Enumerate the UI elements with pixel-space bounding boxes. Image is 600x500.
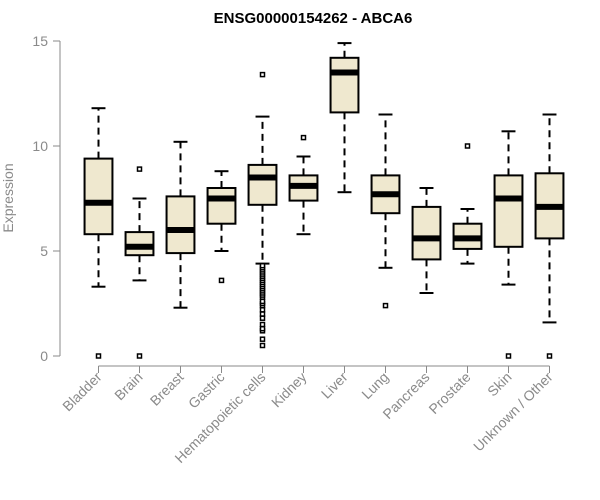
box-group — [206, 170, 237, 284]
outlier-point — [259, 311, 266, 317]
y-tick-label: 10 — [32, 138, 48, 154]
box-body — [247, 163, 278, 206]
y-tick-label: 0 — [40, 348, 48, 364]
box-group — [534, 113, 565, 359]
y-tick-label: 5 — [40, 243, 48, 259]
box-group — [124, 166, 155, 359]
outlier-point — [95, 353, 102, 359]
outlier-point — [505, 353, 512, 359]
box-body — [411, 205, 442, 261]
y-axis-label: Expression — [0, 163, 16, 232]
outlier-point — [136, 353, 143, 359]
box-body — [493, 174, 524, 248]
box-group — [329, 42, 360, 194]
outlier-point — [218, 277, 225, 284]
box-body — [206, 187, 237, 225]
x-tick-label: Bladder — [59, 369, 105, 415]
y-axis: 0 5 10 15 — [32, 33, 61, 364]
outlier-point — [259, 342, 266, 349]
box-series — [83, 42, 565, 359]
outlier-point — [464, 143, 471, 149]
x-tick-label: Liver — [318, 369, 351, 402]
x-tick-label: Kidney — [268, 369, 310, 411]
outlier-point — [382, 302, 389, 309]
box-body — [124, 231, 155, 257]
box-group — [493, 130, 524, 359]
outlier-point — [259, 307, 266, 313]
outlier-point — [259, 298, 266, 305]
box-group — [370, 113, 401, 309]
outlier-point — [259, 71, 266, 78]
box-group — [83, 107, 114, 359]
x-tick-label: Skin — [484, 369, 515, 400]
outlier-point — [259, 321, 266, 328]
x-tick-label: Prostate — [425, 369, 473, 417]
x-tick-label: Lung — [358, 369, 391, 402]
outlier-point — [136, 166, 143, 172]
outlier-point — [259, 325, 266, 332]
box-body — [329, 56, 360, 114]
x-tick-label: Brain — [111, 369, 145, 403]
outlier-point — [300, 134, 307, 141]
box-group — [288, 134, 319, 236]
box-body — [83, 157, 114, 236]
outlier-point — [259, 336, 266, 342]
x-tick-label: Breast — [147, 369, 187, 409]
box-body — [165, 195, 196, 255]
outlier-point — [259, 262, 266, 269]
box-group — [411, 187, 442, 294]
box-group — [247, 71, 278, 349]
box-group — [452, 143, 483, 265]
chart-title: ENSG00000154262 - ABCA6 — [214, 10, 413, 27]
outlier-point — [259, 315, 266, 321]
outlier-point — [546, 353, 553, 359]
y-tick-label: 15 — [32, 33, 48, 49]
box-group — [165, 140, 196, 309]
